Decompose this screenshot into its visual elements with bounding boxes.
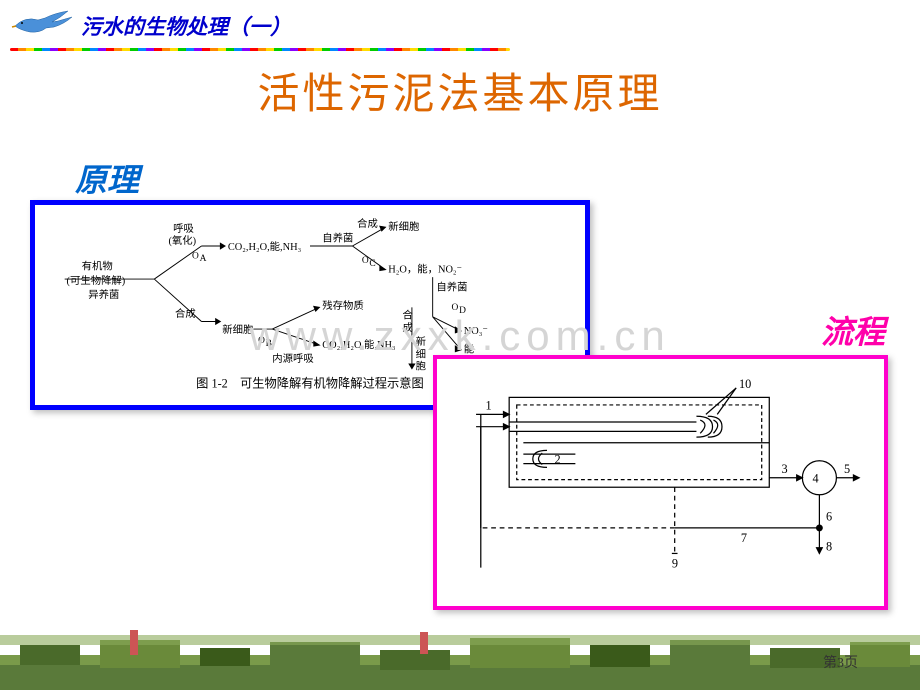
d1-endo: 内源呼吸 [272, 352, 314, 365]
d1-ob: O [258, 336, 265, 346]
d1-synv1: 合 [402, 309, 413, 322]
d1-subc: C [369, 259, 375, 269]
d2-n4: 4 [813, 472, 819, 486]
d1-suba: A [200, 254, 207, 264]
d1-ncv1: 新 [416, 335, 426, 348]
d1-subd: D [459, 306, 466, 316]
d2-n3: 3 [782, 462, 788, 476]
d2-n5: 5 [844, 462, 850, 476]
slide-header: 污水的生物处理（一） [10, 8, 291, 43]
d1-ncv3: 胞 [416, 361, 426, 373]
d2-n1: 1 [486, 399, 492, 413]
d2-n8: 8 [826, 540, 832, 554]
d1-resid: 残存物质 [322, 299, 363, 312]
process-flowchart: 1 2 3 4 5 6 7 8 9 10 [447, 369, 874, 596]
d1-subb: B [266, 339, 272, 349]
d1-auto1: 自养菌 [322, 231, 353, 244]
d1-energy: 能 [464, 343, 474, 356]
d1-caption: 图 1-2 可生物降解有机物降解过程示意图 [196, 376, 424, 391]
d1-organic2: (可生物降解) [67, 274, 126, 287]
rainbow-divider [10, 48, 510, 51]
bird-icon [10, 8, 75, 43]
main-title: 活性污泥法基本原理 [0, 60, 920, 121]
d1-syn2: 合成 [357, 217, 378, 230]
d1-syn1: 合成 [175, 307, 196, 320]
d2-n9: 9 [672, 557, 678, 571]
d1-newcell1: 新细胞 [222, 323, 253, 336]
d1-auto2: 自养菌 [436, 280, 467, 293]
d1-oc: O [362, 256, 369, 266]
d1-organic1: 有机物 [82, 260, 113, 273]
d1-resp1: 呼吸 [173, 223, 194, 235]
d1-hetero: 异养菌 [88, 288, 119, 301]
d2-n2: 2 [555, 453, 561, 467]
d1-oa: O [192, 251, 199, 261]
d1-newcell2: 新细胞 [388, 220, 419, 233]
d1-prod2: CO₂,H₂O,能,NH₃ [322, 338, 396, 351]
d1-ncv2: 细 [416, 347, 426, 360]
d2-n10: 10 [739, 377, 751, 391]
header-subtitle: 污水的生物处理（一） [81, 11, 291, 41]
d1-prod1: CO₂,H₂O,能,NH₃ [228, 240, 302, 253]
footer-decoration [0, 620, 920, 690]
principle-label: 原理 [75, 155, 139, 201]
process-label: 流程 [821, 307, 885, 353]
page-number: 第3页 [823, 652, 858, 672]
d1-od: O [452, 303, 459, 313]
d1-resp2: (氧化) [168, 234, 196, 247]
process-diagram-box: 1 2 3 4 5 6 7 8 9 10 [433, 355, 888, 610]
d1-synv2: 成 [402, 322, 412, 334]
d1-prod3: H₂O，能，NO₂⁻ [388, 262, 462, 275]
d1-no3: NO₃⁻ [464, 326, 488, 337]
d2-n7: 7 [741, 531, 747, 545]
d2-n6: 6 [826, 509, 832, 523]
